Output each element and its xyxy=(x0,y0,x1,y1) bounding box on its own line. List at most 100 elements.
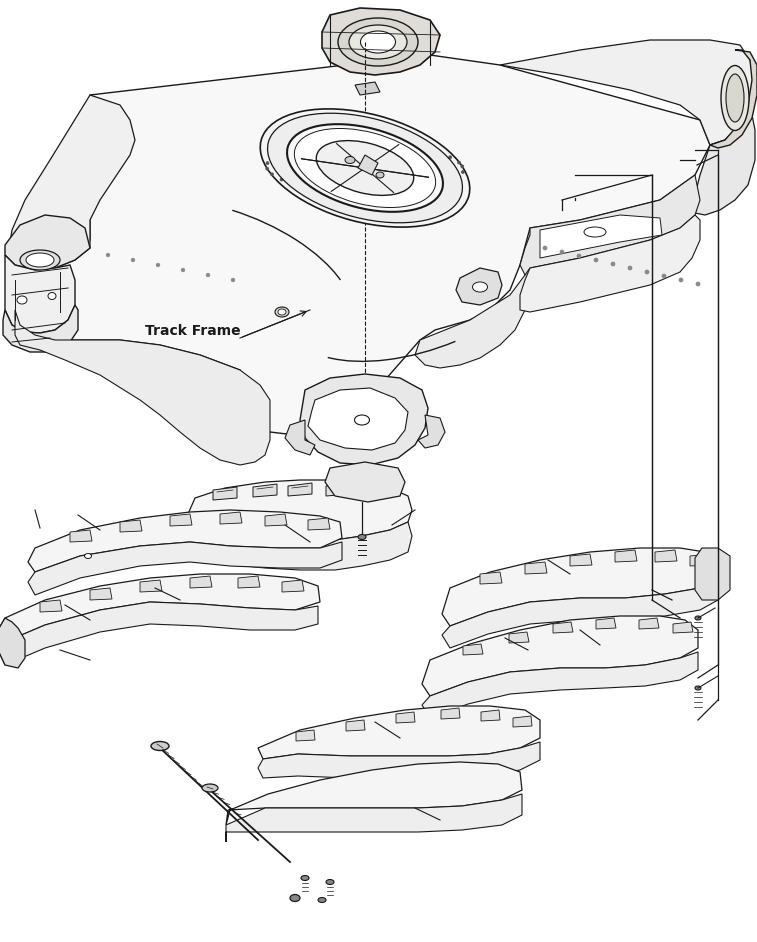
Ellipse shape xyxy=(349,25,407,59)
Ellipse shape xyxy=(449,155,452,158)
Ellipse shape xyxy=(472,282,488,292)
Ellipse shape xyxy=(294,183,297,186)
Polygon shape xyxy=(15,310,270,465)
Polygon shape xyxy=(415,260,530,368)
Polygon shape xyxy=(90,588,112,600)
Ellipse shape xyxy=(202,784,218,792)
Ellipse shape xyxy=(360,31,395,53)
Ellipse shape xyxy=(435,151,438,154)
Ellipse shape xyxy=(260,109,470,227)
Ellipse shape xyxy=(696,282,700,286)
Polygon shape xyxy=(442,582,718,648)
Ellipse shape xyxy=(419,147,422,150)
Ellipse shape xyxy=(20,250,60,270)
Polygon shape xyxy=(40,600,62,612)
Ellipse shape xyxy=(353,191,356,194)
Polygon shape xyxy=(308,388,408,450)
Ellipse shape xyxy=(397,190,400,193)
Polygon shape xyxy=(456,268,502,305)
Ellipse shape xyxy=(318,898,326,902)
Polygon shape xyxy=(238,576,260,588)
Ellipse shape xyxy=(332,189,335,192)
Polygon shape xyxy=(226,794,522,842)
Ellipse shape xyxy=(294,128,435,207)
Ellipse shape xyxy=(560,250,564,254)
Ellipse shape xyxy=(275,307,289,317)
Ellipse shape xyxy=(278,309,286,315)
Polygon shape xyxy=(441,708,460,719)
Ellipse shape xyxy=(645,270,649,274)
Ellipse shape xyxy=(131,258,135,262)
Ellipse shape xyxy=(417,188,420,191)
Polygon shape xyxy=(226,762,522,825)
Polygon shape xyxy=(190,576,212,588)
Polygon shape xyxy=(500,40,755,145)
Ellipse shape xyxy=(17,296,27,304)
Ellipse shape xyxy=(206,273,210,277)
Ellipse shape xyxy=(695,686,701,690)
Polygon shape xyxy=(5,255,75,333)
Polygon shape xyxy=(285,420,315,455)
Ellipse shape xyxy=(447,181,450,184)
Polygon shape xyxy=(265,514,287,526)
Polygon shape xyxy=(570,554,592,566)
Polygon shape xyxy=(326,483,350,496)
Ellipse shape xyxy=(270,172,273,176)
Polygon shape xyxy=(695,548,730,600)
Ellipse shape xyxy=(354,415,369,425)
Ellipse shape xyxy=(338,18,418,66)
Polygon shape xyxy=(509,632,529,643)
Polygon shape xyxy=(258,742,540,778)
Text: Track Frame: Track Frame xyxy=(145,324,241,338)
Polygon shape xyxy=(363,487,387,500)
Ellipse shape xyxy=(358,534,366,540)
Polygon shape xyxy=(690,105,755,215)
Polygon shape xyxy=(140,580,162,592)
Polygon shape xyxy=(690,554,712,566)
Polygon shape xyxy=(300,374,428,465)
Ellipse shape xyxy=(457,161,460,164)
Polygon shape xyxy=(8,95,135,275)
Polygon shape xyxy=(188,480,412,540)
Ellipse shape xyxy=(611,262,615,266)
Polygon shape xyxy=(213,487,237,500)
Ellipse shape xyxy=(181,268,185,272)
Polygon shape xyxy=(422,652,698,718)
Polygon shape xyxy=(258,706,540,759)
Ellipse shape xyxy=(280,178,283,181)
Ellipse shape xyxy=(726,74,744,122)
Ellipse shape xyxy=(326,880,334,885)
Ellipse shape xyxy=(26,253,54,267)
Ellipse shape xyxy=(594,258,598,262)
Ellipse shape xyxy=(316,140,414,195)
Polygon shape xyxy=(358,155,378,175)
Polygon shape xyxy=(481,710,500,721)
Polygon shape xyxy=(0,618,25,668)
Ellipse shape xyxy=(721,66,749,131)
Ellipse shape xyxy=(376,172,384,178)
Ellipse shape xyxy=(345,156,355,164)
Ellipse shape xyxy=(106,253,110,257)
Polygon shape xyxy=(282,580,304,592)
Polygon shape xyxy=(520,215,700,312)
Polygon shape xyxy=(596,618,616,629)
Ellipse shape xyxy=(271,156,274,159)
Polygon shape xyxy=(615,550,637,562)
Polygon shape xyxy=(346,720,365,731)
Polygon shape xyxy=(296,730,315,741)
Ellipse shape xyxy=(399,144,402,147)
Ellipse shape xyxy=(695,616,701,620)
Polygon shape xyxy=(253,484,277,497)
Ellipse shape xyxy=(434,185,437,188)
Polygon shape xyxy=(463,644,483,655)
Ellipse shape xyxy=(662,274,666,278)
Ellipse shape xyxy=(543,246,547,250)
Ellipse shape xyxy=(333,142,336,145)
Polygon shape xyxy=(325,462,405,502)
Polygon shape xyxy=(520,175,700,275)
Polygon shape xyxy=(28,510,342,572)
Polygon shape xyxy=(308,518,330,530)
Ellipse shape xyxy=(231,278,235,282)
Ellipse shape xyxy=(287,124,443,212)
Polygon shape xyxy=(120,520,142,532)
